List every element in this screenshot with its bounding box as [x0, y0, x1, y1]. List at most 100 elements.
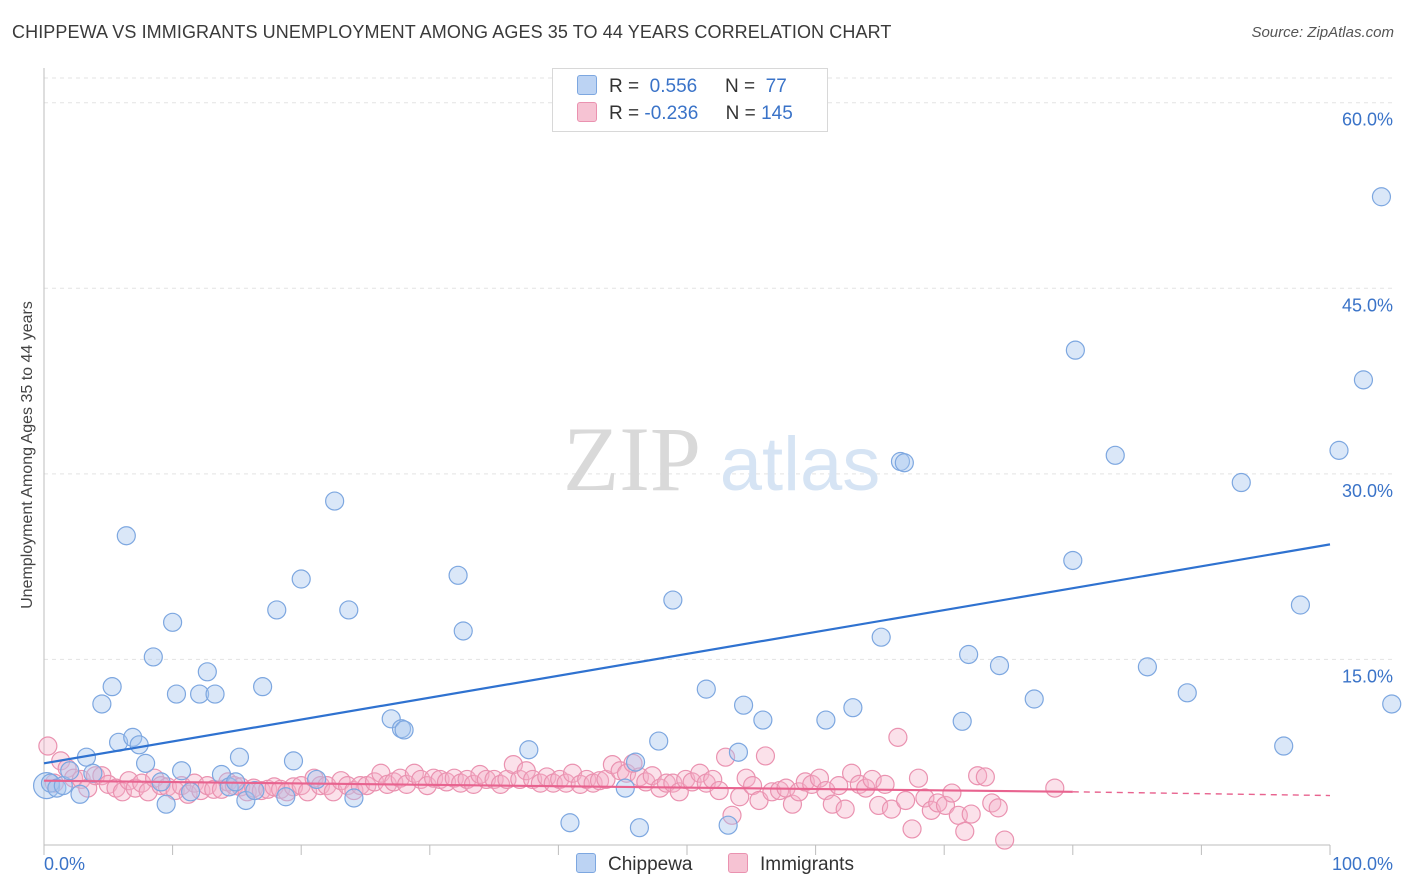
chippewa-point [197, 662, 217, 682]
immigrants-point [755, 746, 776, 766]
chippewa-points [32, 187, 1402, 838]
chippewa-point [718, 815, 738, 835]
chippewa-point [143, 647, 163, 667]
correlation-legend: R = 0.556 N = 77 R = -0.236 N = 145 [552, 68, 828, 132]
immigrants-point [251, 780, 271, 801]
chippewa-swatch [577, 75, 597, 95]
chippewa-point [453, 621, 473, 641]
chippewa-point [394, 720, 414, 740]
chippewa-point [172, 761, 192, 781]
immigrants-point [955, 821, 975, 841]
chippewa-point [253, 677, 273, 697]
chippewa-swatch [576, 853, 596, 873]
chippewa-point [663, 590, 683, 610]
immigrants-point [1045, 778, 1065, 798]
immigrants-point [470, 764, 490, 785]
watermark-zip: ZIP [563, 408, 701, 510]
immigrants-swatch [577, 102, 597, 122]
chippewa-point [560, 813, 580, 833]
chippewa-point [989, 656, 1010, 676]
immigrants-point [896, 790, 916, 811]
axes [43, 68, 1331, 855]
chippewa-point [1274, 736, 1294, 756]
immigrants-points [38, 727, 1065, 850]
chippewa-point [625, 752, 646, 772]
chippewa-point [1105, 445, 1125, 465]
legend-item-chippewa[interactable]: Chippewa [576, 852, 693, 878]
chippewa-point [1382, 694, 1402, 714]
chippewa-point [629, 818, 650, 838]
chippewa-point [381, 709, 401, 729]
chippewa-point [696, 679, 716, 699]
chippewa-point [1137, 657, 1157, 677]
chippewa-point [1329, 440, 1349, 460]
chippewa-point [894, 453, 914, 473]
immigrants-point [457, 769, 477, 790]
chippewa-point [283, 751, 304, 771]
immigrants-point [902, 819, 922, 839]
immigrants-point [344, 780, 364, 801]
immigrants-r-value: -0.236 [644, 103, 699, 124]
chippewa-point [871, 627, 891, 647]
immigrants-point [869, 795, 889, 816]
chippewa-point [1231, 472, 1251, 493]
immigrants-point [556, 773, 576, 793]
immigrants-point [995, 830, 1015, 850]
legend-item-immigrants[interactable]: Immigrants [728, 852, 854, 878]
chart-title: CHIPPEWA VS IMMIGRANTS UNEMPLOYMENT AMON… [12, 22, 892, 42]
n-label: N = [724, 76, 756, 97]
immigrants-point [589, 771, 610, 791]
chippewa-point [307, 769, 327, 790]
immigrants-point [602, 754, 623, 775]
chippewa-point [276, 787, 296, 807]
immigrants-point [178, 784, 198, 804]
r-label: R = [609, 76, 640, 97]
immigrants-point [715, 747, 736, 767]
chippewa-point [728, 742, 749, 762]
chippewa-point [156, 794, 176, 814]
legend-chippewa-label: Chippewa [608, 854, 693, 875]
y-tick-label: 30.0% [1342, 481, 1393, 501]
immigrants-point [722, 805, 742, 825]
legend-immigrants-label: Immigrants [760, 854, 854, 875]
chippewa-point [1290, 595, 1311, 615]
immigrants-point [350, 776, 370, 796]
immigrants-point [842, 763, 862, 783]
chippewa-point [229, 747, 250, 767]
r-label: R = [609, 103, 640, 124]
chippewa-point [1024, 689, 1044, 709]
gridlines [44, 77, 1392, 660]
series-legend: Chippewa Immigrants [0, 852, 1406, 878]
chippewa-point [339, 600, 359, 620]
immigrants-point [942, 783, 962, 803]
chippewa-point [135, 753, 156, 773]
immigrants-swatch [728, 853, 748, 873]
immigrants-point [490, 774, 511, 794]
immigrants-point [988, 798, 1008, 818]
chippewa-point [733, 695, 754, 715]
chippewa-point [123, 727, 143, 747]
immigrants-point [331, 771, 351, 791]
chippewa-point [1177, 683, 1197, 703]
trend-lines [43, 543, 1331, 797]
chippewa-trend-line [43, 543, 1331, 765]
chippewa-point [291, 569, 311, 589]
chippewa-point [649, 731, 669, 751]
chippewa-point [190, 684, 210, 704]
chippewa-point [448, 565, 468, 585]
chippewa-point [181, 782, 201, 802]
immigrants-point [862, 769, 882, 790]
tick-labels: 15.0% 30.0% 45.0% 60.0% 0.0% 100.0% [44, 110, 1393, 874]
legend-row-chippewa: R = 0.556 N = 77 [577, 74, 787, 100]
chippewa-point [952, 711, 972, 731]
chippewa-point [344, 788, 364, 808]
y-tick-label: 15.0% [1342, 666, 1393, 686]
immigrants-point [822, 794, 842, 814]
chippewa-point [166, 684, 187, 704]
chippewa-point [70, 784, 90, 804]
immigrants-trend-extension [1072, 791, 1331, 797]
chippewa-point [83, 763, 103, 783]
immigrants-point [112, 782, 133, 802]
immigrants-point [809, 768, 830, 788]
chippewa-point [1065, 340, 1085, 360]
